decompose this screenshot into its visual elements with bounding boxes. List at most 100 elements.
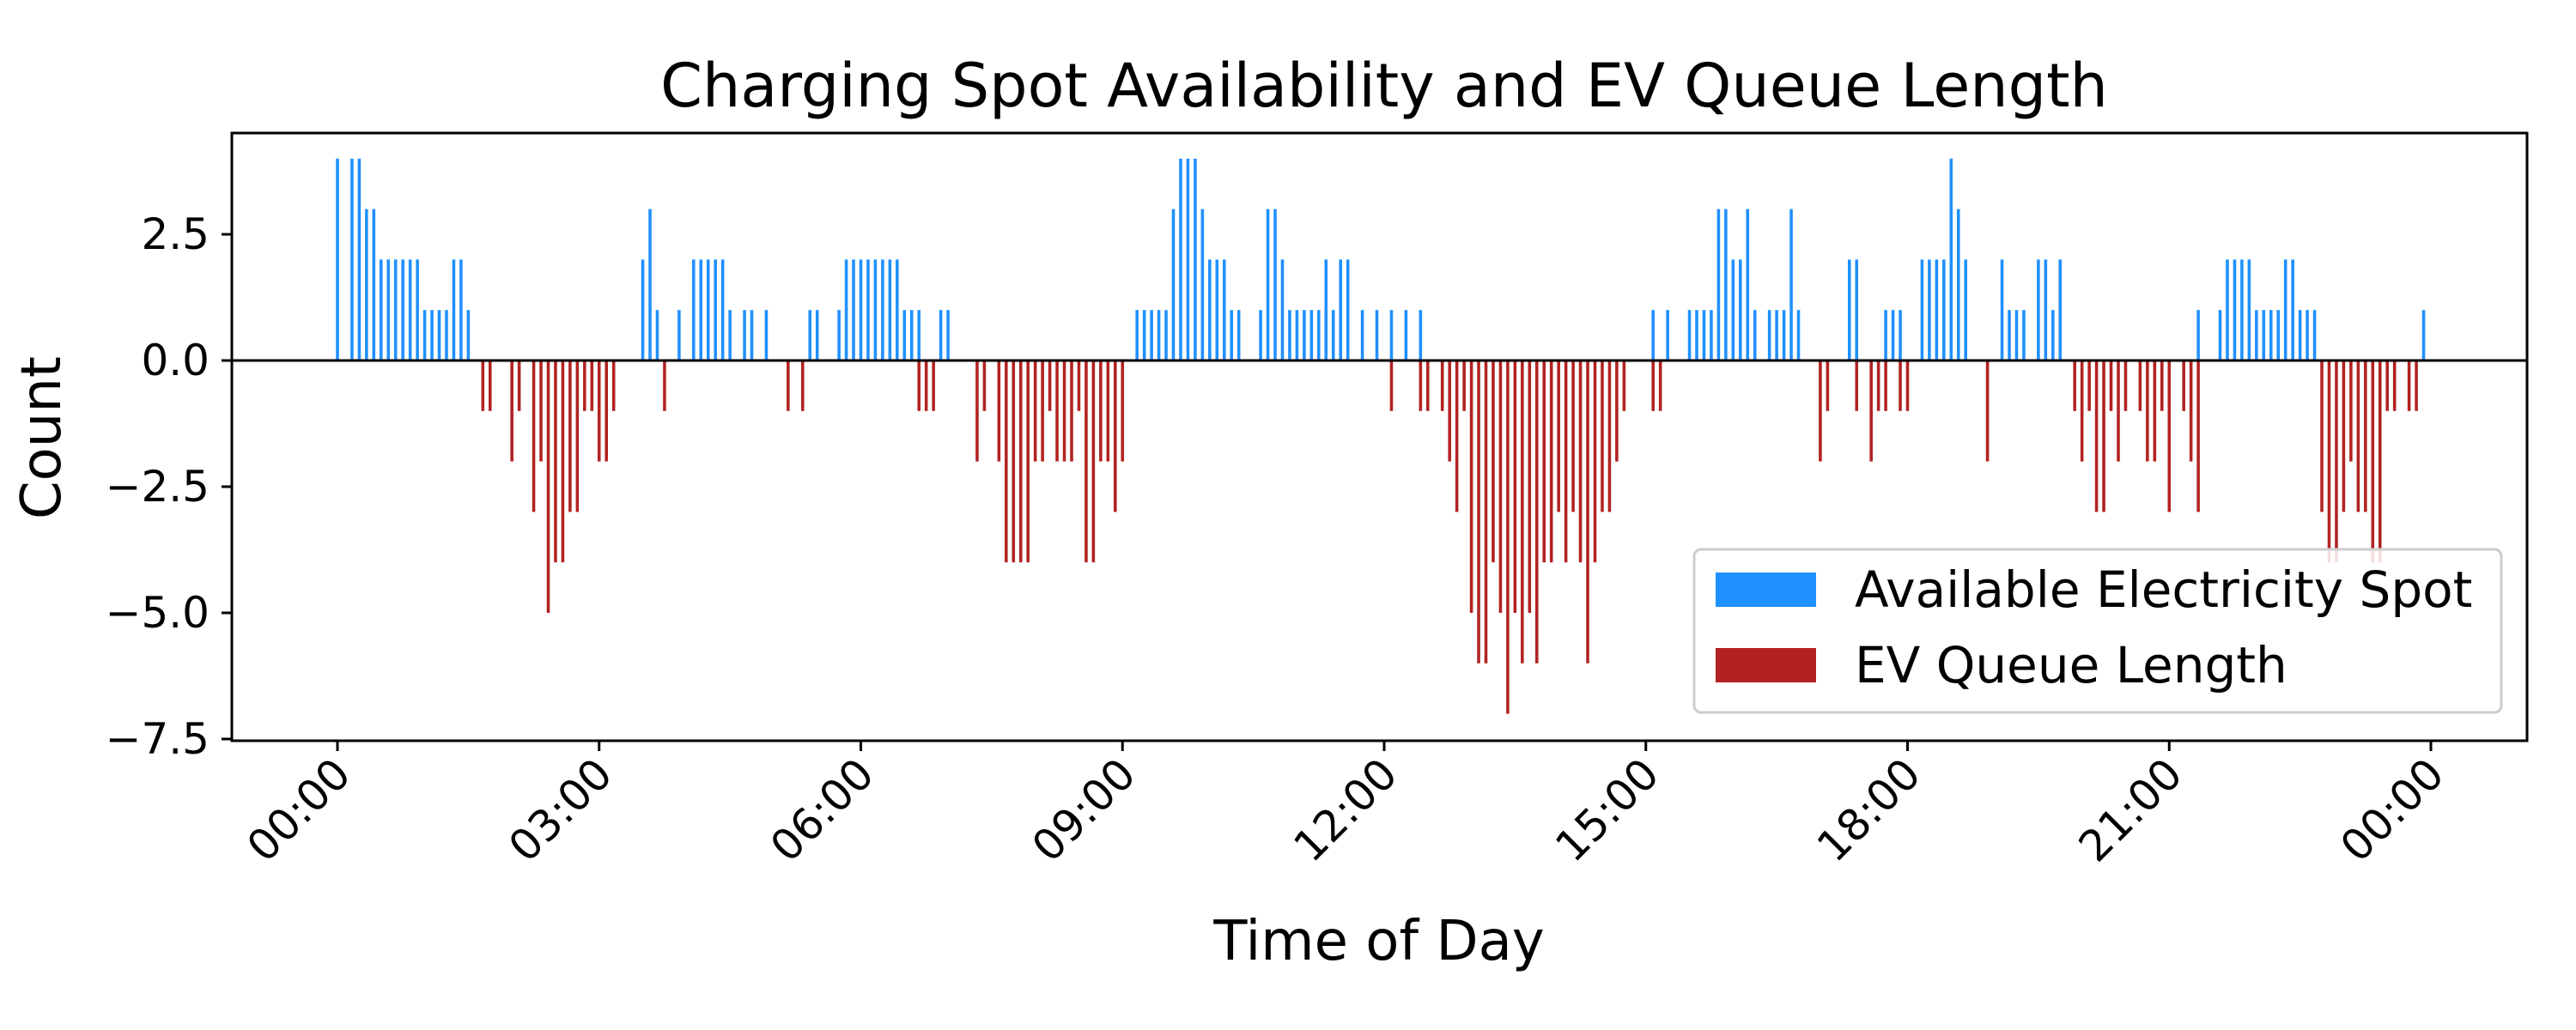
available-spot-bar [1157, 310, 1161, 360]
available-spot-bar [648, 209, 652, 360]
ev-queue-bar [2102, 360, 2105, 512]
ev-queue-bar [663, 360, 666, 411]
ev-queue-bar [2167, 360, 2172, 512]
ev-queue-bar [1455, 360, 1459, 512]
available-spot-bar [1855, 259, 1859, 360]
available-spot-bar [336, 158, 339, 360]
ev-queue-bar [561, 360, 565, 563]
available-spot-bar [1179, 158, 1182, 360]
available-spot-bar [2051, 310, 2055, 360]
available-spot-bar [459, 259, 463, 360]
available-spot-bar [1796, 310, 1801, 360]
ev-queue-bar [1571, 360, 1575, 512]
available-spot-bar [1331, 310, 1335, 360]
ev-queue-bar [1884, 360, 1887, 411]
ev-queue-bar [1876, 360, 1880, 411]
ev-queue-bar [1033, 360, 1037, 462]
available-spot-bar [401, 259, 404, 360]
available-spot-bar [888, 259, 892, 360]
ev-queue-bar [2327, 360, 2331, 563]
plot-frame [230, 131, 2529, 742]
ev-queue-bar [2123, 360, 2128, 411]
available-spot-bar [699, 259, 703, 360]
ev-queue-bar [2407, 360, 2411, 411]
available-spot-bar [1942, 259, 1946, 360]
available-spot-bar [1280, 259, 1285, 360]
available-spot-bar [1739, 259, 1742, 360]
ev-queue-bar [1099, 360, 1103, 462]
available-spot-bar [1389, 310, 1394, 360]
available-spot-bar [2226, 259, 2229, 360]
available-spot-bar [1767, 310, 1771, 360]
available-spot-bar [881, 259, 884, 360]
x-axis-label: Time of Day [1212, 910, 1544, 973]
ev-queue-bar [1658, 360, 1662, 411]
chart-title: Charging Spot Availability and EV Queue … [660, 51, 2108, 121]
ev-queue-bar [2364, 360, 2367, 512]
available-spot-bar [720, 259, 725, 360]
available-spot-bar [372, 209, 376, 360]
available-spot-bar [677, 310, 681, 360]
available-spot-bar [1782, 310, 1786, 360]
ev-queue-bar [1513, 360, 1517, 613]
available-spot-bar [2283, 259, 2287, 360]
available-spot-bar [1775, 310, 1778, 360]
available-spot-bar [2044, 259, 2048, 360]
available-spot-bar [1215, 259, 1219, 360]
legend-frame [1692, 548, 2503, 714]
available-spot-bar [866, 259, 870, 360]
ev-queue-bar [1905, 360, 1910, 411]
available-spot-bar [692, 259, 696, 360]
available-spot-bar [655, 310, 659, 360]
y-tick-label: 2.5 [141, 209, 210, 259]
available-spot-bar [466, 310, 471, 360]
ev-queue-bar [1826, 360, 1830, 411]
available-spot-bar [1935, 259, 1939, 360]
ev-queue-bar [2342, 360, 2346, 512]
available-spot-bar [946, 310, 950, 360]
available-spot-bar [2014, 310, 2019, 360]
available-spot-bar [1150, 310, 1153, 360]
available-spot-bar [743, 310, 746, 360]
ev-queue-bar [1899, 360, 1902, 411]
ev-queue-bar [1578, 360, 1583, 563]
y-axis-label: Count [10, 356, 74, 519]
available-spot-bar [1949, 158, 1953, 360]
available-spot-bar [1702, 310, 1706, 360]
available-spot-bar [896, 259, 899, 360]
ev-queue-bar [1084, 360, 1088, 563]
available-spot-bar [1142, 310, 1146, 360]
available-spot-bar [1171, 209, 1176, 360]
ev-queue-bar [1041, 360, 1044, 462]
available-spot-bar [859, 259, 863, 360]
legend-label-queue: EV Queue Length [1855, 636, 2287, 694]
available-spot-bar [1884, 310, 1887, 360]
available-spot-bar [1317, 310, 1321, 360]
available-spot-bar [357, 158, 361, 360]
ev-queue-bar [1062, 360, 1066, 462]
ev-queue-bar [2160, 360, 2164, 411]
available-spot-bar [1303, 310, 1306, 360]
ev-queue-bar [1077, 360, 1081, 411]
legend-swatch-available [1716, 573, 1816, 607]
ev-queue-bar [1985, 360, 1990, 462]
ev-queue-bar [1534, 360, 1539, 663]
available-spot-bar [750, 310, 754, 360]
available-spot-bar [1230, 310, 1234, 360]
available-spot-bar [437, 310, 441, 360]
available-spot-bar [1324, 259, 1328, 360]
ev-queue-bar [611, 360, 616, 411]
ev-queue-bar [917, 360, 920, 411]
available-spot-bar [815, 310, 819, 360]
ev-queue-bar [1055, 360, 1059, 462]
available-spot-bar [1236, 310, 1241, 360]
y-tick-label: −7.5 [106, 714, 210, 764]
ev-queue-bar [481, 360, 485, 411]
ev-queue-bar [2356, 360, 2360, 512]
available-spot-bar [1360, 310, 1364, 360]
available-spot-bar [808, 310, 812, 360]
ev-queue-bar [532, 360, 536, 512]
available-spot-bar [408, 259, 412, 360]
available-spot-bar [2298, 310, 2302, 360]
